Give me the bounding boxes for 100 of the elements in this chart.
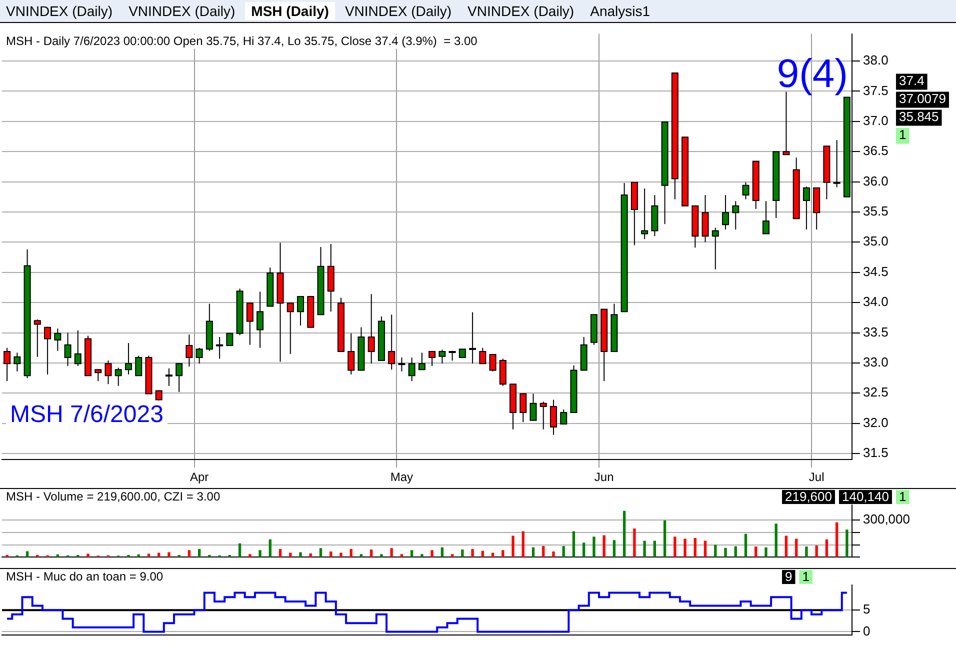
chart-title: MSH - Volume = 219,600.00, CZI = 3.00 [6,489,220,504]
bar [764,547,768,558]
bar [188,550,191,558]
bar [754,546,758,558]
bar [734,546,737,558]
bar [825,539,828,558]
bar [268,539,272,558]
bar [612,540,616,558]
text: 37.0079 [899,90,946,106]
text: 1 [898,489,906,504]
bar [400,554,404,558]
bar [248,554,252,558]
y-tick-label: 31.5 [863,445,888,460]
y-tick-label: 35.0 [863,234,888,249]
bar [714,544,717,558]
bar [471,549,474,558]
bar [420,554,424,558]
y-tick-label: 5 [863,602,870,617]
bar [663,520,666,558]
bar [572,531,576,558]
y-tick-label: 36.5 [863,143,888,158]
bar [299,552,302,558]
bar [674,536,676,558]
text: 1 [899,126,906,142]
chart-title: MSH - Daily 7/6/2023 00:00:00 Open 35.75, Hi 37.4, Lo 35.75, Close 37.4 (3.9%) = 3.00 [6,34,478,48]
bar [168,552,170,558]
bar [684,538,686,558]
bar [592,536,596,558]
bar [815,546,818,558]
bar [370,550,373,558]
bar [350,549,352,558]
x-tick-label: Jul [808,470,824,484]
bar [542,546,545,558]
bar [532,547,535,558]
x-tick-label: Jun [594,470,614,484]
bar [774,524,778,558]
bar [643,540,646,558]
y-tick-label: 37.0 [863,112,888,128]
bar [360,554,363,558]
y-tick-label: 0 [863,623,870,638]
annotation: 140,140 [842,489,889,504]
bar [278,549,282,558]
bar [744,534,748,558]
y-tick-label: 36.0 [863,173,888,188]
bar [330,552,332,558]
bar [430,550,434,558]
bar [450,554,454,558]
bar [562,546,565,558]
text: 9 [785,569,792,584]
bar [835,522,838,558]
bar [522,531,524,558]
bar [86,554,90,558]
bar [380,554,383,558]
text: 37.4 [899,72,924,88]
bar [481,550,484,558]
text: VNINDEX (Daily) [5,2,114,20]
bar [633,528,636,558]
bar [258,550,262,558]
y-tick-label: 32.5 [863,384,888,400]
bar [694,538,696,558]
x-tick-label: May [390,470,414,484]
bar [846,530,848,558]
bar [319,548,322,558]
bar [653,540,656,558]
text: 35.845 [899,108,939,124]
bar [198,549,201,558]
y-tick-label: 300,000 [863,511,910,526]
annotation: 219,600 [785,489,832,504]
bar [410,550,414,558]
bar [552,552,555,558]
y-tick-label: 33.0 [863,354,888,370]
annotation: MSH 7/6/2023 [10,401,164,428]
annotation: 9(4) [776,52,848,96]
bar [704,540,707,558]
bar [795,538,798,558]
text: 1 [802,569,810,584]
text: VNINDEX (Daily) [466,2,576,20]
bar [440,547,444,558]
bar [340,552,342,558]
y-tick-label: 32.0 [863,414,888,430]
y-tick-label: 35.5 [863,204,888,219]
bar [309,553,312,558]
bar [238,543,242,558]
bar [622,510,626,558]
text: VNINDEX (Daily) [344,2,453,20]
bar [784,536,788,558]
bar [461,550,464,558]
y-tick-label: 34.0 [863,294,888,310]
bar [582,542,586,558]
bar [502,550,504,558]
y-tick-label: 33.5 [863,324,888,340]
bar [390,548,393,558]
chart-title: MSH - Muc do an toan = 9.00 [6,569,164,584]
text: Analysis1 [589,2,652,20]
bar [805,546,808,558]
bar [26,551,29,558]
bar [602,535,606,558]
bar [724,548,727,558]
x-tick-label: Apr [190,470,209,484]
bar [512,536,514,558]
